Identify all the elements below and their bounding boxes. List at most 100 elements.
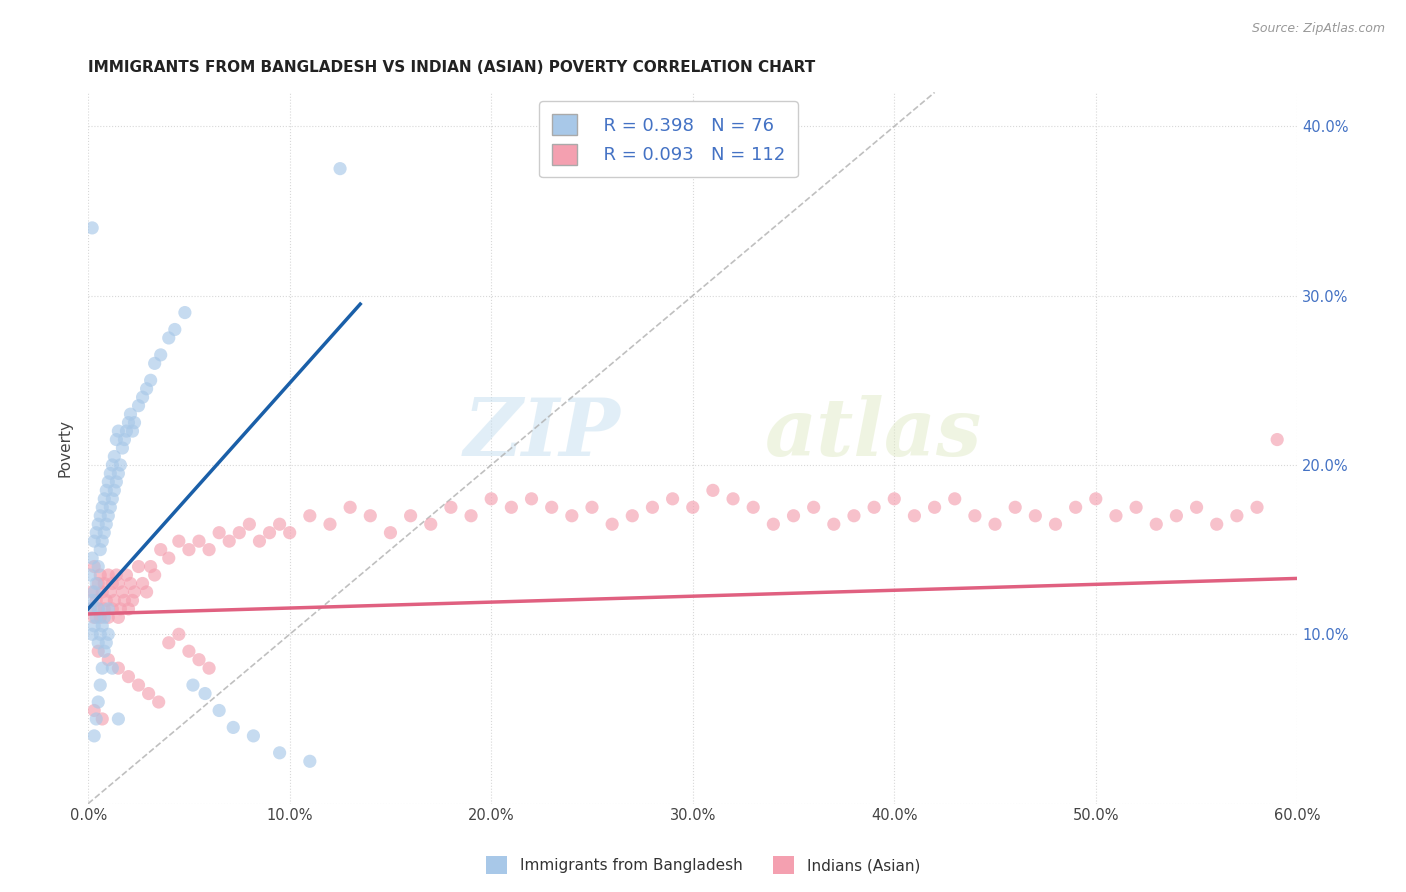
Point [87,517,110,532]
Point [91,712,114,726]
Point [87,559,110,574]
Point [1024,508,1046,523]
Point [359,508,381,523]
Point [87,602,110,616]
Point [319,517,342,532]
Point [128,399,150,413]
Point [641,500,664,515]
Point [82,593,104,607]
Point [339,500,361,515]
Point [84,576,107,591]
Point [93,525,115,540]
Point [101,661,124,675]
Point [963,508,986,523]
Point [97,508,120,523]
Point [89,508,111,523]
Point [1064,500,1087,515]
Y-axis label: Poverty: Poverty [58,419,72,477]
Point [91,534,114,549]
Point [298,508,321,523]
Point [194,687,217,701]
Point [124,585,146,599]
Point [93,576,115,591]
Point [83,619,105,633]
Point [501,500,523,515]
Point [97,568,120,582]
Point [198,661,221,675]
Point [89,678,111,692]
Point [742,500,765,515]
Point [105,568,128,582]
Point [117,670,139,684]
Point [84,593,107,607]
Point [148,695,170,709]
Text: IMMIGRANTS FROM BANGLADESH VS INDIAN (ASIAN) POVERTY CORRELATION CHART: IMMIGRANTS FROM BANGLADESH VS INDIAN (AS… [89,60,815,75]
Point [91,500,114,515]
Point [460,508,482,523]
Point [1105,508,1128,523]
Point [87,644,110,658]
Point [1226,508,1249,523]
Legend:   R = 0.398   N = 76,   R = 0.093   N = 112: R = 0.398 N = 76, R = 0.093 N = 112 [540,102,797,178]
Point [1265,433,1288,447]
Point [222,720,245,734]
Point [110,458,132,472]
Point [269,746,291,760]
Point [87,695,110,709]
Point [124,416,146,430]
Point [105,475,128,489]
Point [167,534,190,549]
Text: Source: ZipAtlas.com: Source: ZipAtlas.com [1251,22,1385,36]
Point [98,467,121,481]
Point [112,433,135,447]
Point [520,491,543,506]
Point [143,568,166,582]
Point [198,542,221,557]
Point [249,534,271,549]
Point [208,525,231,540]
Point [96,593,118,607]
Point [117,602,139,616]
Point [120,576,142,591]
Point [298,754,321,768]
Point [79,568,101,582]
Point [380,525,402,540]
Point [98,585,121,599]
Point [924,500,946,515]
Text: atlas: atlas [765,395,983,473]
Point [97,610,120,624]
Point [188,653,211,667]
Point [83,729,105,743]
Point [103,593,125,607]
Point [1166,508,1188,523]
Point [82,551,104,566]
Point [101,458,124,472]
Point [600,517,623,532]
Point [79,602,101,616]
Point [138,687,160,701]
Point [98,500,121,515]
Point [188,534,211,549]
Point [682,500,704,515]
Point [269,517,291,532]
Point [238,517,260,532]
Point [97,475,120,489]
Point [97,602,120,616]
Point [91,619,114,633]
Point [84,712,107,726]
Point [903,508,925,523]
Point [93,602,115,616]
Point [120,407,142,421]
Point [181,678,204,692]
Point [110,602,132,616]
Point [96,483,118,498]
Point [93,610,115,624]
Point [107,712,129,726]
Point [399,508,422,523]
Point [621,508,644,523]
Point [89,542,111,557]
Text: ZIP: ZIP [464,395,620,473]
Point [721,491,744,506]
Point [91,661,114,675]
Point [1045,517,1067,532]
